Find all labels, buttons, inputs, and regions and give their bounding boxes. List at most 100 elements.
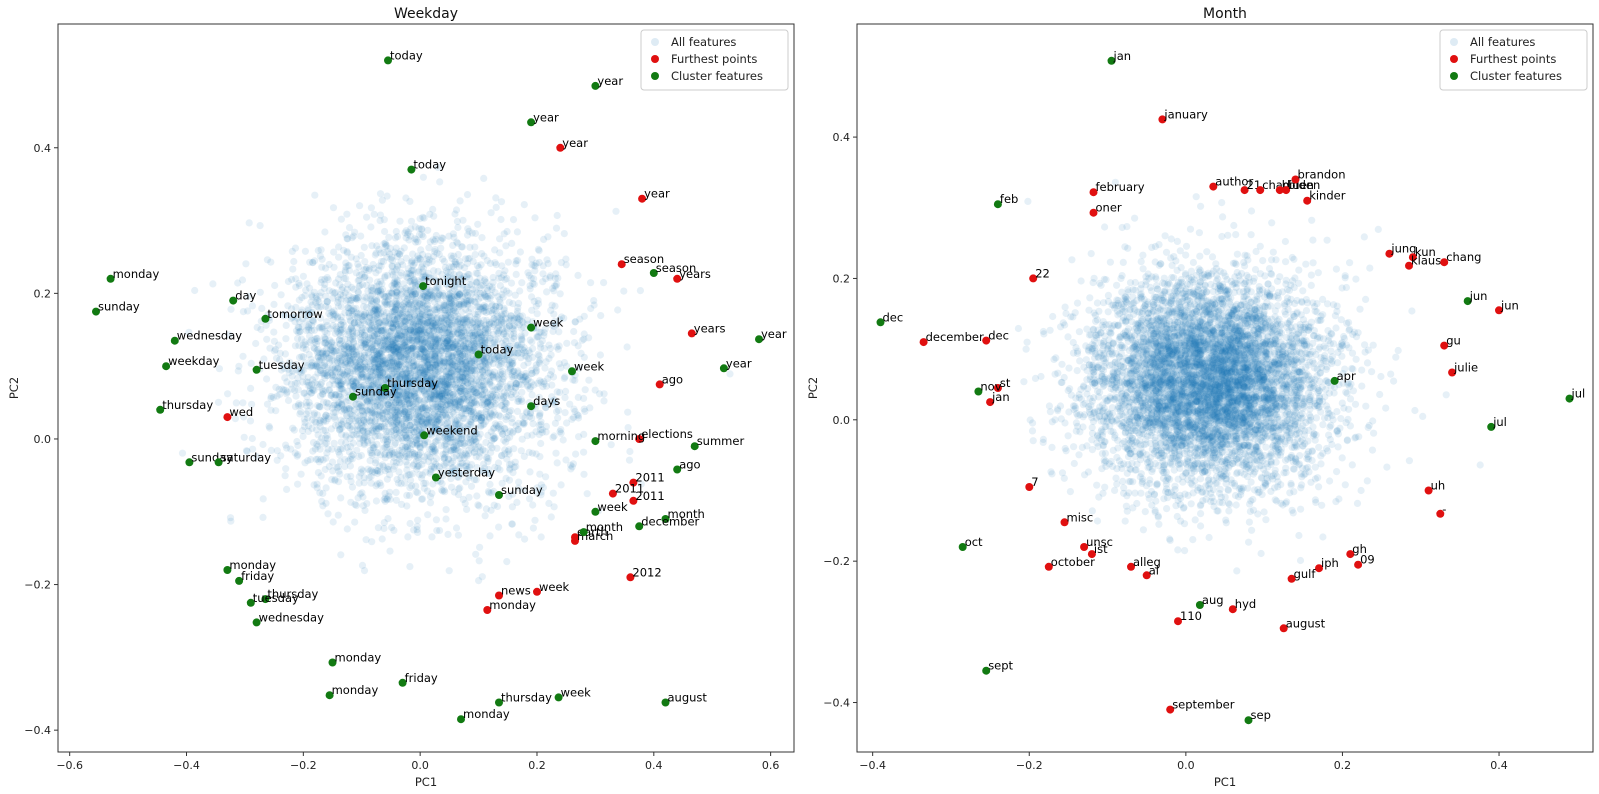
feature-point — [489, 351, 497, 359]
feature-point — [486, 368, 494, 376]
feature-point — [462, 358, 470, 366]
feature-point — [386, 335, 394, 343]
feature-point — [330, 348, 338, 356]
feature-point — [353, 365, 361, 373]
feature-point — [465, 338, 473, 346]
feature-point — [429, 356, 437, 364]
feature-point — [468, 461, 476, 469]
feature-point — [291, 379, 299, 388]
feature-point — [352, 295, 360, 303]
feature-point — [505, 350, 513, 358]
feature-point — [339, 385, 347, 393]
feature-point — [313, 363, 321, 371]
feature-point — [373, 287, 381, 295]
feature-point — [421, 404, 429, 412]
feature-point — [417, 325, 425, 333]
feature-point — [411, 343, 419, 351]
feature-point — [370, 360, 379, 368]
feature-point — [419, 406, 427, 414]
feature-point — [453, 363, 461, 371]
feature-point — [414, 252, 422, 260]
feature-point — [350, 338, 358, 346]
feature-point — [404, 533, 412, 541]
feature-point — [449, 301, 457, 309]
feature-point — [422, 288, 430, 296]
feature-point — [315, 324, 323, 332]
feature-point — [426, 393, 434, 401]
feature-point — [358, 427, 367, 435]
feature-point — [306, 332, 314, 340]
feature-point — [402, 369, 411, 378]
feature-point — [378, 196, 386, 204]
feature-point — [349, 367, 357, 375]
feature-point — [451, 399, 459, 407]
feature-point — [539, 270, 547, 278]
feature-point — [342, 231, 350, 239]
feature-point — [238, 276, 247, 284]
feature-point — [361, 273, 369, 281]
feature-point — [525, 271, 533, 279]
feature-point — [540, 378, 548, 386]
feature-point — [384, 413, 392, 421]
feature-point — [395, 451, 403, 460]
feature-point — [542, 403, 550, 412]
feature-point — [328, 476, 336, 484]
feature-point — [389, 324, 397, 332]
feature-point — [441, 389, 449, 397]
feature-point — [509, 388, 517, 396]
feature-point — [503, 355, 511, 363]
feature-point — [325, 260, 333, 269]
feature-point — [468, 416, 476, 424]
feature-point — [344, 457, 352, 465]
feature-point — [316, 323, 324, 331]
feature-point — [469, 387, 477, 396]
feature-point — [560, 230, 568, 238]
feature-point — [419, 173, 427, 181]
feature-point — [276, 349, 284, 357]
feature-point — [440, 362, 448, 370]
feature-point — [383, 301, 391, 309]
feature-point — [446, 339, 454, 347]
feature-point — [486, 401, 495, 409]
feature-point — [443, 377, 451, 385]
feature-point — [296, 365, 304, 373]
feature-point — [376, 451, 385, 459]
feature-point — [373, 298, 381, 306]
feature-point — [455, 303, 463, 311]
feature-point — [373, 278, 381, 286]
feature-point — [349, 328, 357, 336]
feature-point — [444, 328, 452, 336]
feature-point — [726, 370, 734, 378]
feature-point — [447, 475, 455, 483]
feature-point — [315, 304, 323, 312]
feature-point — [423, 255, 431, 263]
feature-point — [321, 350, 329, 359]
feature-point — [356, 365, 364, 373]
feature-point — [387, 343, 395, 351]
feature-point — [443, 323, 451, 331]
feature-point — [395, 361, 403, 369]
feature-point — [524, 269, 532, 277]
feature-point — [454, 531, 462, 539]
feature-point — [447, 397, 455, 405]
feature-point — [435, 419, 443, 428]
feature-point — [386, 244, 394, 252]
feature-point — [331, 311, 339, 319]
feature-point — [443, 337, 451, 345]
feature-point — [465, 297, 473, 305]
feature-point — [396, 308, 404, 316]
feature-point — [327, 366, 335, 374]
feature-point — [514, 349, 522, 357]
feature-point — [429, 252, 438, 261]
feature-point — [389, 465, 397, 473]
feature-point — [529, 524, 538, 532]
feature-point — [429, 343, 437, 351]
feature-point — [481, 339, 489, 347]
feature-point — [358, 489, 366, 497]
feature-point — [479, 373, 487, 381]
feature-point — [486, 358, 494, 366]
feature-point — [272, 407, 280, 415]
feature-point — [347, 443, 355, 451]
feature-point — [563, 419, 571, 427]
feature-point — [457, 360, 465, 368]
